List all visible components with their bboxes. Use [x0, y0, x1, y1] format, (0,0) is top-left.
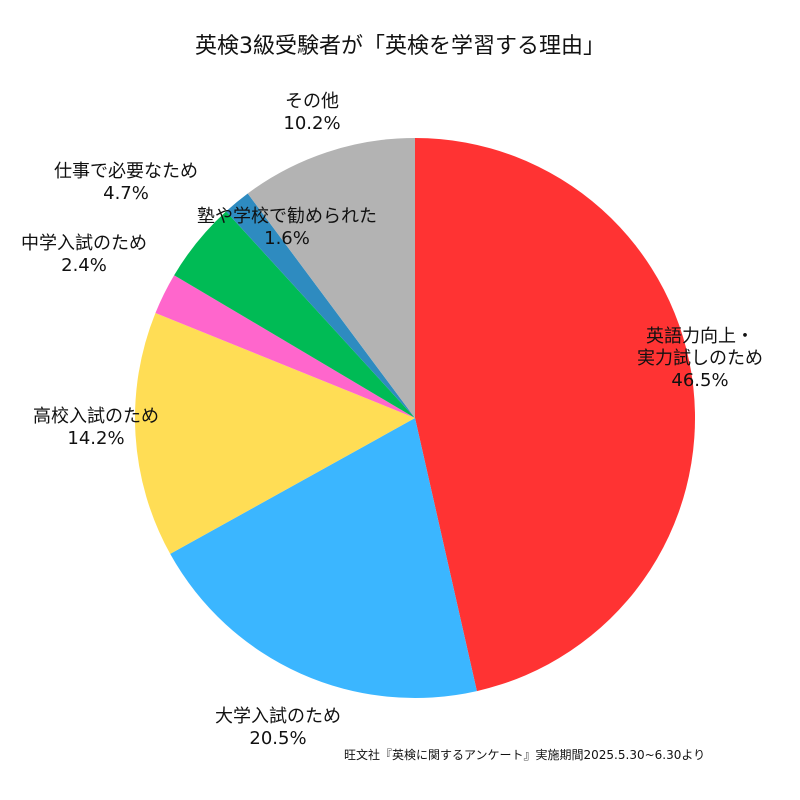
slice-percent-label: 46.5%: [671, 370, 728, 391]
slice-label-1: 英語力向上・実力試しのため 46.5%: [637, 326, 763, 391]
pie-slice-3: [134, 312, 415, 554]
slice-name-label: 塾や学校で勧められた: [197, 205, 377, 227]
slice-name-label: その他: [285, 91, 339, 112]
slice-label-7: その他 10.2%: [283, 91, 340, 134]
slice-percent-label: 20.5%: [249, 728, 306, 749]
pie-slice-7: [247, 138, 415, 418]
slice-label-2: 大学入試のため 20.5%: [215, 706, 341, 749]
slice-label-3: 高校入試のため 14.2%: [33, 406, 159, 449]
slice-name-label: 仕事で必要なため: [54, 161, 198, 182]
slice-name-label: 英語力向上・: [646, 326, 754, 347]
source-note: 旺文社『英検に関するアンケート』実施期間2025.5.30~6.30より: [344, 748, 706, 762]
slice-name-label: 中学入試のため: [21, 233, 147, 254]
chart-title: 英検3級受験者が「英検を学習する理由」: [195, 34, 605, 59]
pie-slice-6: [226, 193, 415, 418]
slice-percent-label: 14.2%: [67, 428, 124, 449]
slice-percent-label: 1.6%: [264, 228, 310, 249]
slice-label-4: 中学入試のため 2.4%: [21, 233, 147, 276]
pie-labels: 英語力向上・実力試しのため 46.5% 大学入試のため 20.5% 高校入試のため 14.…: [21, 91, 763, 749]
pie-slice-4: [155, 275, 415, 418]
slice-name-label: 大学入試のため: [215, 706, 341, 727]
pie-slice-1: [415, 138, 696, 692]
slice-percent-label: 2.4%: [61, 255, 107, 276]
pie-slices: [134, 138, 696, 699]
slice-name-label: 高校入試のため: [33, 406, 159, 427]
slice-label-6: 塾や学校で勧められた 1.6%: [197, 205, 377, 249]
slice-percent-label: 4.7%: [103, 183, 149, 204]
slice-name-label: 実力試しのため: [637, 348, 763, 369]
slice-label-5: 仕事で必要なため 4.7%: [54, 161, 198, 204]
pie-slice-2: [170, 418, 477, 699]
pie-slice-5: [174, 211, 415, 418]
slice-percent-label: 10.2%: [283, 113, 340, 134]
